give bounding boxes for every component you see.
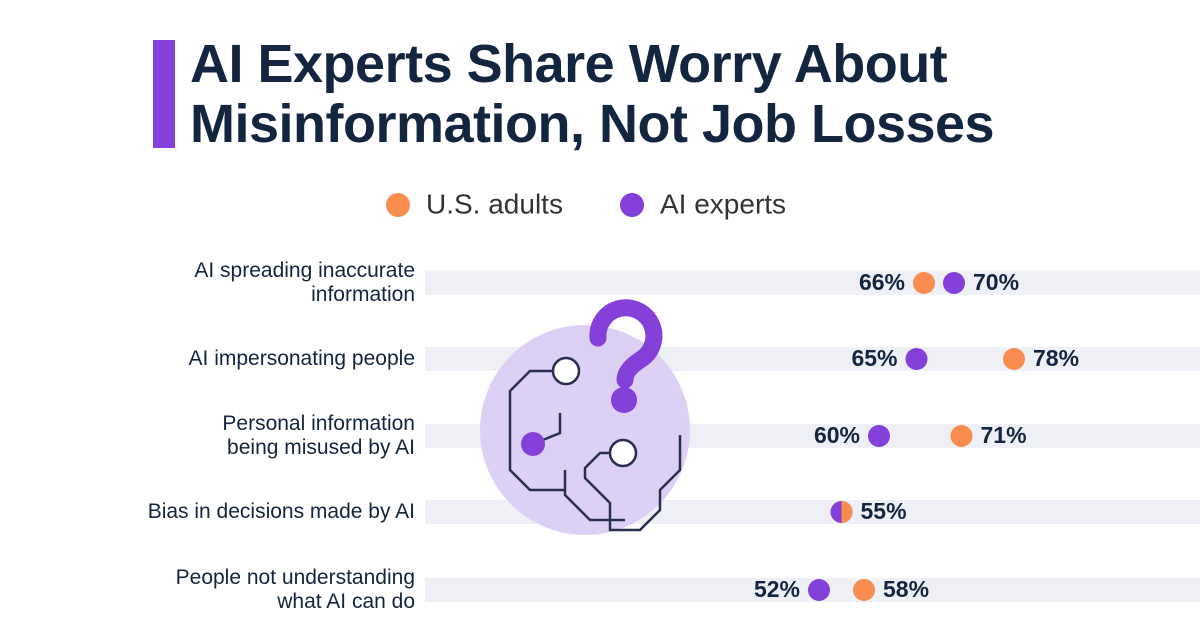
value-label: 71% bbox=[981, 422, 1027, 448]
category-label: Personal information being misused by AI bbox=[222, 412, 415, 459]
legend-marker bbox=[620, 193, 644, 217]
dot bbox=[913, 272, 935, 294]
chart-title: AI Experts Share Worry About Misinformat… bbox=[190, 34, 995, 154]
dot bbox=[868, 425, 890, 447]
legend-label: AI experts bbox=[660, 188, 786, 219]
category-label: Bias in decisions made by AI bbox=[147, 500, 415, 523]
value-label: 65% bbox=[851, 345, 897, 371]
value-label: 70% bbox=[973, 269, 1019, 295]
category-label: AI spreading inaccurate information bbox=[194, 259, 415, 306]
legend-label: U.S. adults bbox=[426, 188, 563, 219]
dot bbox=[905, 348, 928, 370]
value-label: 78% bbox=[1033, 345, 1079, 371]
legend-marker bbox=[386, 193, 410, 217]
illustration bbox=[480, 299, 690, 535]
dot bbox=[943, 272, 965, 294]
title-accent bbox=[153, 40, 175, 148]
dot bbox=[841, 501, 853, 523]
value-label: 58% bbox=[883, 576, 929, 602]
dot bbox=[950, 425, 973, 447]
value-label: 60% bbox=[814, 422, 860, 448]
track bbox=[425, 271, 1200, 295]
dot bbox=[1003, 348, 1025, 370]
category-label: AI impersonating people bbox=[188, 347, 415, 370]
value-label: 66% bbox=[859, 269, 905, 295]
dot bbox=[853, 579, 875, 601]
value-label: 52% bbox=[754, 576, 800, 602]
category-label: People not understanding what AI can do bbox=[175, 566, 415, 613]
dot bbox=[808, 579, 830, 601]
value-label: 55% bbox=[861, 498, 907, 524]
